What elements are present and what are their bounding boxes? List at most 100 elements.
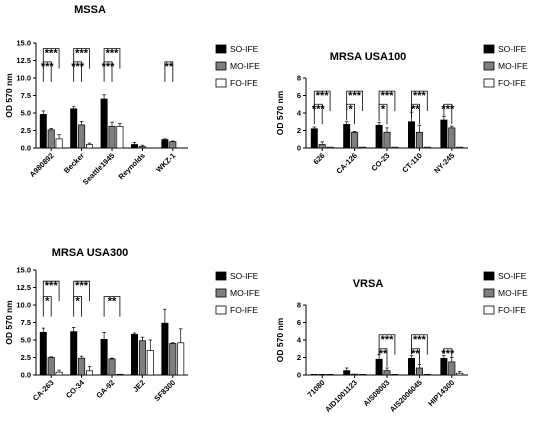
panel3-y-tick-label: 0.0 — [21, 371, 31, 380]
panel1-significance-label: *** — [45, 48, 59, 60]
panel2-legend-label: SO-IFE — [498, 44, 527, 54]
panel2-significance-label: *** — [312, 103, 326, 115]
panel1-bar-so-ife — [161, 139, 169, 149]
panel2-bar-mo-ife — [318, 144, 326, 149]
panel1-category-label: Reynolds — [117, 151, 147, 181]
panel4-title: VRSA — [353, 278, 384, 290]
panel2-bar-fo-ife — [391, 146, 399, 149]
panel4-bar-fo-ife — [423, 374, 431, 376]
panel4-y-axis-label: OD 570 nm — [275, 317, 285, 362]
panel3-bar-fo-ife — [55, 371, 63, 376]
panel1-bar-so-ife — [131, 144, 139, 149]
panel1-y-tick-label: 5.0 — [21, 109, 31, 118]
panel3-significance-bracket — [103, 296, 121, 317]
panel2-significance-bracket — [346, 103, 356, 125]
panel2-y-tick-label: 6 — [297, 91, 301, 100]
panel3-legend-label: SO-IFE — [230, 271, 259, 281]
panel2-bar-mo-ife — [415, 131, 423, 149]
panel2-category-label: 626 — [311, 151, 326, 166]
panel1-bar-so-ife — [70, 108, 78, 149]
panel3-bar-mo-ife — [108, 358, 116, 376]
panel1-significance-label: *** — [102, 61, 116, 73]
panel3-category-label: JE2 — [131, 378, 147, 394]
panel4-bar-so-ife — [408, 358, 416, 376]
panel3-legend-swatch-mo-ife — [215, 288, 227, 298]
panel4-category-label: HIP14300 — [426, 378, 456, 408]
panel4-significance-bracket — [411, 334, 428, 355]
panel2-bar-so-ife — [375, 124, 383, 149]
panel1-bar-mo-ife — [78, 124, 86, 149]
panel2-title: MRSA USA100 — [330, 51, 407, 63]
panel4-category-label: AID1001123 — [323, 378, 359, 414]
panel3-category-label: GA-92 — [94, 378, 116, 400]
panel1-title: MSSA — [74, 4, 106, 16]
panel2-legend-swatch-fo-ife — [483, 78, 495, 88]
panel1-bar-mo-ife — [169, 141, 177, 149]
panel3-bar-so-ife — [70, 331, 78, 376]
panel3-significance-label: *** — [75, 280, 89, 292]
panel3-title: MRSA USA300 — [52, 247, 129, 259]
panel2-legend-label: MO-IFE — [498, 61, 528, 71]
panel1-bar-mo-ife — [108, 125, 116, 149]
panel2-category-label: NY-245 — [432, 151, 456, 175]
panel4-bar-so-ife — [310, 374, 318, 376]
panel2-bar-fo-ife — [423, 146, 431, 149]
panel4-bar-fo-ife — [391, 374, 399, 376]
panel3-y-axis-label: OD 570 nm — [4, 300, 14, 345]
panel3-y-tick-label: 2.5 — [21, 353, 31, 362]
panel3-y-tick-label: 10.0 — [16, 301, 31, 310]
panel4-category-label: AIS2006045 — [388, 378, 424, 414]
panel3-bar-so-ife — [161, 322, 169, 376]
panel1-bar-so-ife — [100, 98, 108, 149]
panel1-significance-label: *** — [41, 61, 55, 73]
panel3-significance-bracket — [42, 296, 52, 317]
panel1-significance-label: *** — [71, 61, 85, 73]
panel2-significance-label: ** — [411, 103, 420, 115]
panel1-y-tick-label: 7.5 — [21, 91, 31, 100]
panel4-significance-bracket — [378, 334, 396, 355]
panel2-bar-fo-ife — [326, 146, 334, 149]
panel2-significance-label: *** — [413, 90, 427, 102]
panel3-legend-swatch-so-ife — [215, 271, 227, 281]
panel3-legend-swatch-fo-ife — [215, 305, 227, 315]
panel2-significance-label: *** — [441, 103, 455, 115]
panel4-bar-fo-ife — [359, 374, 367, 376]
panel3-legend-label: FO-IFE — [230, 305, 258, 315]
panel1-bar-fo-ife — [85, 144, 93, 149]
panel1-category-label: A980892 — [28, 151, 56, 179]
panel4-bar-so-ife — [343, 370, 351, 376]
panel3-significance-label: * — [45, 296, 50, 308]
panel2-legend-swatch-so-ife — [483, 44, 495, 54]
panel1-legend-label: FO-IFE — [230, 78, 258, 88]
panel2-significance-bracket — [411, 90, 428, 112]
panel2-y-tick-label: 2 — [297, 126, 301, 135]
panel1-y-tick-label: 0.0 — [21, 144, 31, 153]
panel4-bar-fo-ife — [456, 372, 464, 376]
panel4-y-tick-label: 0 — [297, 371, 301, 380]
panel4-bar-so-ife — [440, 358, 448, 376]
panel2-bar-fo-ife — [456, 146, 464, 149]
panel4-bar-mo-ife — [415, 367, 423, 376]
panel3-bar-so-ife — [39, 331, 47, 376]
panel3-significance-bracket — [73, 296, 82, 317]
panel1-significance-label: *** — [75, 48, 89, 60]
panel1-bar-fo-ife — [55, 138, 63, 149]
panel1-y-axis-label: OD 570 nm — [4, 73, 14, 118]
panel1-y-tick-label: 2.5 — [21, 126, 31, 135]
panel3-y-tick-label: 12.5 — [16, 283, 31, 292]
panel3-bar-mo-ife — [47, 357, 55, 376]
panel3-category-label: CO-34 — [64, 377, 87, 400]
panel4-legend-swatch-mo-ife — [483, 288, 495, 298]
panel2-significance-bracket — [443, 103, 453, 124]
panel2-bar-so-ife — [408, 121, 416, 149]
panel4-bar-fo-ife — [326, 374, 334, 376]
panel2-significance-bracket — [313, 90, 331, 112]
panel1-bar-mo-ife — [138, 146, 146, 149]
panel2-bar-so-ife — [310, 128, 318, 149]
panel3-category-label: CA-263 — [31, 378, 56, 403]
panel3-significance-label: ** — [108, 296, 117, 308]
panel1-significance-label: ** — [165, 61, 174, 73]
panel1-significance-bracket — [73, 48, 90, 69]
panel4-category-label: 71080 — [306, 378, 327, 399]
